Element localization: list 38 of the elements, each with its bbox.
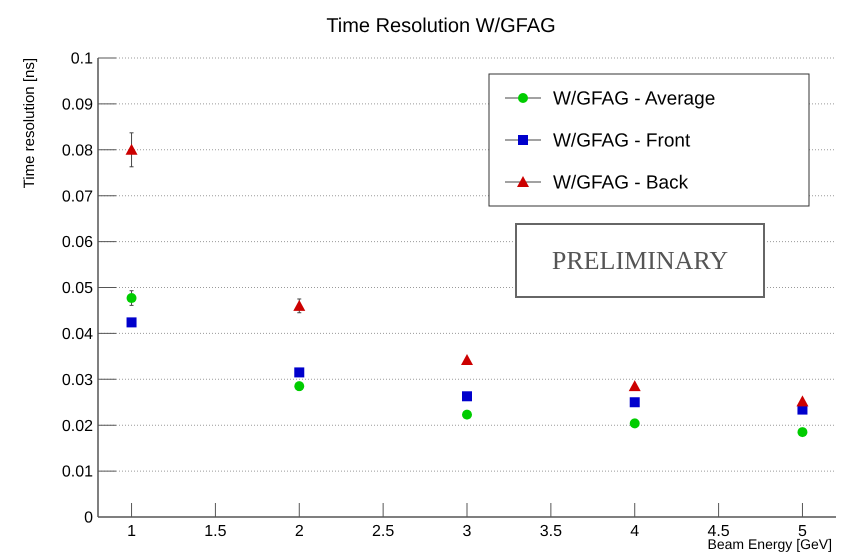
y-tick-label: 0.01 [62, 464, 94, 481]
point [796, 395, 808, 406]
point [462, 410, 472, 420]
y-tick-label: 0.08 [62, 142, 94, 160]
y-tick-label: 0 [84, 510, 94, 527]
point [630, 418, 640, 428]
point [294, 367, 304, 378]
point [126, 293, 137, 304]
x-tick-label: 3 [462, 523, 472, 540]
legend-label: W/GFAG - Average [553, 88, 716, 110]
annotation: PRELIMINARY [552, 246, 728, 276]
y-tick-label: 0.04 [62, 326, 94, 343]
y-tick-label: 0.06 [62, 234, 94, 252]
x-tick-label: 4 [630, 523, 640, 540]
legend-label: W/GFAG - Back [553, 172, 689, 194]
point [630, 397, 640, 408]
y-axis-title: Time resolution [ns] [21, 58, 38, 188]
x-tick-label: 3.5 [540, 523, 562, 540]
y-tick-label: 0.03 [62, 372, 94, 389]
point [293, 300, 306, 311]
y-tick-label: 0.1 [70, 50, 94, 68]
y-tick-label: 0.09 [62, 96, 94, 114]
chart-title: Time Resolution W/GFAG [326, 15, 556, 37]
y-tick-label: 0.07 [62, 188, 94, 206]
x-tick-label: 1.5 [204, 523, 227, 540]
y-tick-label: 0.05 [62, 280, 94, 298]
x-tick-label: 2.5 [372, 523, 394, 540]
x-tick-label: 1 [127, 523, 136, 540]
x-tick-label: 2 [294, 523, 304, 540]
legend-label: W/GFAG - Front [553, 130, 691, 152]
point [628, 380, 641, 392]
y-tick-label: 0.02 [62, 418, 94, 435]
point [462, 391, 472, 402]
point [126, 144, 138, 155]
point [294, 381, 304, 392]
point [797, 427, 808, 438]
point [126, 317, 137, 328]
point [461, 354, 473, 366]
